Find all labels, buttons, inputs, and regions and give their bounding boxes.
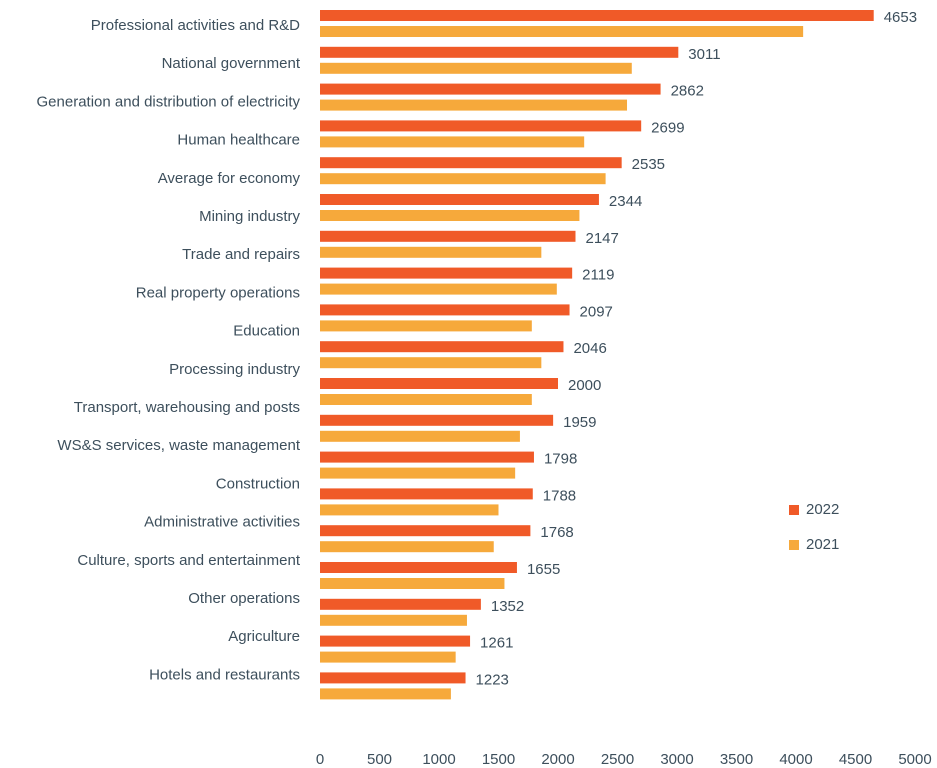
bar (320, 451, 534, 463)
value-label: 1788 (543, 487, 576, 504)
x-tick-label: 0 (316, 751, 324, 768)
value-label: 2119 (582, 267, 614, 284)
category-label: Construction (216, 475, 300, 492)
x-tick-label: 1500 (482, 751, 515, 768)
bar (320, 525, 531, 537)
category-label: Other operations (188, 590, 300, 607)
bar (320, 651, 456, 663)
category-label: Trade and repairs (182, 246, 300, 263)
value-label: 2000 (568, 377, 601, 394)
bar (320, 304, 570, 316)
bar (320, 26, 804, 37)
value-label: 1798 (544, 451, 577, 468)
value-label: 2046 (573, 340, 606, 357)
x-tick-label: 3000 (660, 751, 693, 768)
category-label: Transport, warehousing and posts (74, 399, 300, 416)
bar (320, 672, 466, 684)
bar (320, 562, 517, 573)
bar (320, 10, 874, 21)
bar (320, 267, 573, 279)
value-label: 1261 (480, 635, 513, 652)
bar (320, 46, 679, 58)
bar (320, 635, 471, 647)
bar (320, 488, 533, 500)
value-label: 2535 (632, 156, 665, 173)
category-label: Culture, sports and entertainment (77, 552, 300, 569)
value-label: 2699 (651, 119, 684, 136)
value-label: 2147 (585, 230, 618, 247)
bar (320, 598, 481, 610)
bar (320, 136, 585, 148)
bar (320, 504, 499, 516)
bar (320, 541, 494, 553)
value-label: 1352 (491, 598, 524, 615)
category-label: Human healthcare (177, 132, 300, 149)
category-label: Professional activities and R&D (91, 17, 300, 34)
category-label: Real property operations (136, 284, 300, 301)
category-label: Average for economy (158, 170, 301, 187)
x-tick-label: 1000 (422, 751, 455, 768)
bar (320, 614, 467, 626)
category-label: Administrative activities (144, 514, 300, 531)
value-label: 4653 (884, 9, 917, 26)
legend-swatch (789, 505, 799, 515)
x-tick-label: 4000 (779, 751, 812, 768)
value-label: 1655 (527, 561, 560, 578)
category-label: Mining industry (199, 208, 300, 225)
category-label: Processing industry (169, 361, 300, 378)
bar (320, 467, 516, 479)
category-label: Hotels and restaurants (149, 666, 300, 683)
x-tick-label: 5000 (898, 751, 931, 768)
bar (320, 357, 542, 369)
bar (320, 283, 557, 295)
bar (320, 394, 532, 405)
bar (320, 578, 505, 589)
bar (320, 173, 606, 185)
bar (320, 83, 661, 95)
bar (320, 210, 580, 221)
category-label: Education (233, 323, 300, 340)
bar (320, 320, 532, 332)
x-tick-label: 2500 (601, 751, 634, 768)
x-tick-label: 3500 (720, 751, 753, 768)
category-label: National government (162, 55, 301, 72)
value-label: 1959 (563, 414, 596, 431)
category-label: Generation and distribution of electrici… (37, 93, 301, 110)
x-tick-label: 4500 (839, 751, 872, 768)
category-label: Agriculture (228, 628, 300, 645)
legend-label: 2022 (806, 501, 839, 518)
bar (320, 341, 564, 353)
bar (320, 157, 622, 169)
value-label: 1768 (540, 524, 573, 541)
category-label: WS&S services, waste management (57, 437, 300, 454)
bar (320, 99, 628, 111)
value-label: 3011 (688, 46, 720, 63)
value-label: 2097 (580, 303, 613, 320)
value-label: 1223 (476, 671, 509, 688)
legend-label: 2021 (806, 536, 839, 553)
bar (320, 688, 451, 700)
bar (320, 230, 576, 242)
x-tick-label: 2000 (541, 751, 574, 768)
bar (320, 120, 642, 132)
bar (320, 62, 632, 74)
legend-swatch (789, 540, 799, 550)
bar (320, 194, 599, 205)
bar (320, 414, 554, 426)
bar (320, 378, 558, 389)
x-tick-label: 500 (367, 751, 392, 768)
bar (320, 430, 520, 442)
value-label: 2344 (609, 193, 642, 210)
bar (320, 246, 542, 258)
value-label: 2862 (671, 83, 704, 100)
